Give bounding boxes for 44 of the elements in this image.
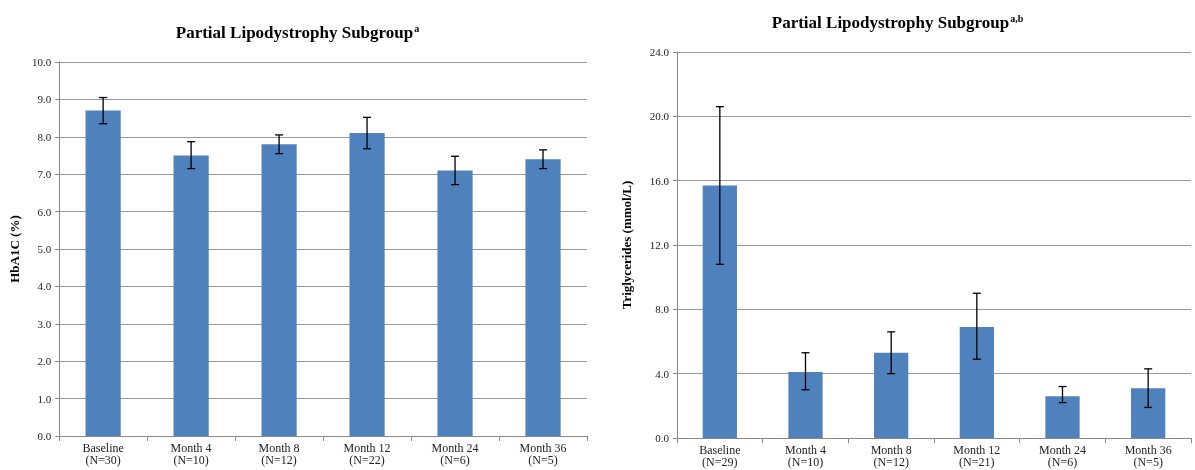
x-tick-label: Month 8 (N=12) [258,441,300,467]
y-tick-label: 7.0 [37,168,52,181]
y-tick-label: 9.0 [37,93,52,106]
x-tick-label: Month 24 (N=6) [1038,443,1087,469]
y-tick-label: 12.0 [649,239,670,251]
y-tick-label: 8.0 [655,303,670,316]
bar [437,170,473,436]
y-tick-label: 20.0 [649,110,670,123]
x-tick-label: Month 8 (N=12) [870,443,912,469]
y-tick-label: 3.0 [37,317,52,330]
y-tick-label: 2.0 [37,355,52,368]
x-tick-label: Month 4 (N=10) [784,443,827,469]
y-axis-title: Triglycerides (mmol/L) [619,180,634,310]
x-tick-label: Month 4 (N=10) [170,441,212,467]
x-tick-label: Baseline (N=30) [82,441,124,467]
y-tick-label: 4.0 [655,367,670,380]
x-tick-label: Month 36 (N=5) [519,441,567,467]
x-tick-label: Baseline (N=29) [699,443,741,469]
bar [349,133,385,436]
y-axis-title: HbA1C (%) [7,215,22,283]
bar [85,110,121,436]
bar [959,327,994,438]
bar [525,159,561,436]
x-tick-label: Month 12 (N=21) [953,443,1001,469]
x-tick-label: Month 24 (N=6) [431,441,479,467]
bar [874,352,909,438]
x-tick-label: Month 12 (N=22) [343,441,391,467]
y-tick-label: 5.0 [37,243,52,255]
bar [261,144,297,436]
bar [702,185,737,438]
bar [173,155,209,436]
x-tick-label: Month 36 (N=5) [1124,443,1172,469]
y-tick-label: 0.0 [655,432,670,444]
y-tick-label: 0.0 [37,430,52,442]
y-tick-label: 6.0 [37,205,52,218]
y-tick-label: 24.0 [649,46,670,58]
y-tick-label: 1.0 [37,392,52,405]
y-tick-label: 10.0 [31,56,52,68]
bar [788,372,823,438]
y-tick-label: 16.0 [649,174,670,187]
y-tick-label: 4.0 [37,280,52,293]
y-tick-label: 8.0 [37,130,52,143]
bar [1131,388,1166,438]
bar [1045,396,1080,438]
